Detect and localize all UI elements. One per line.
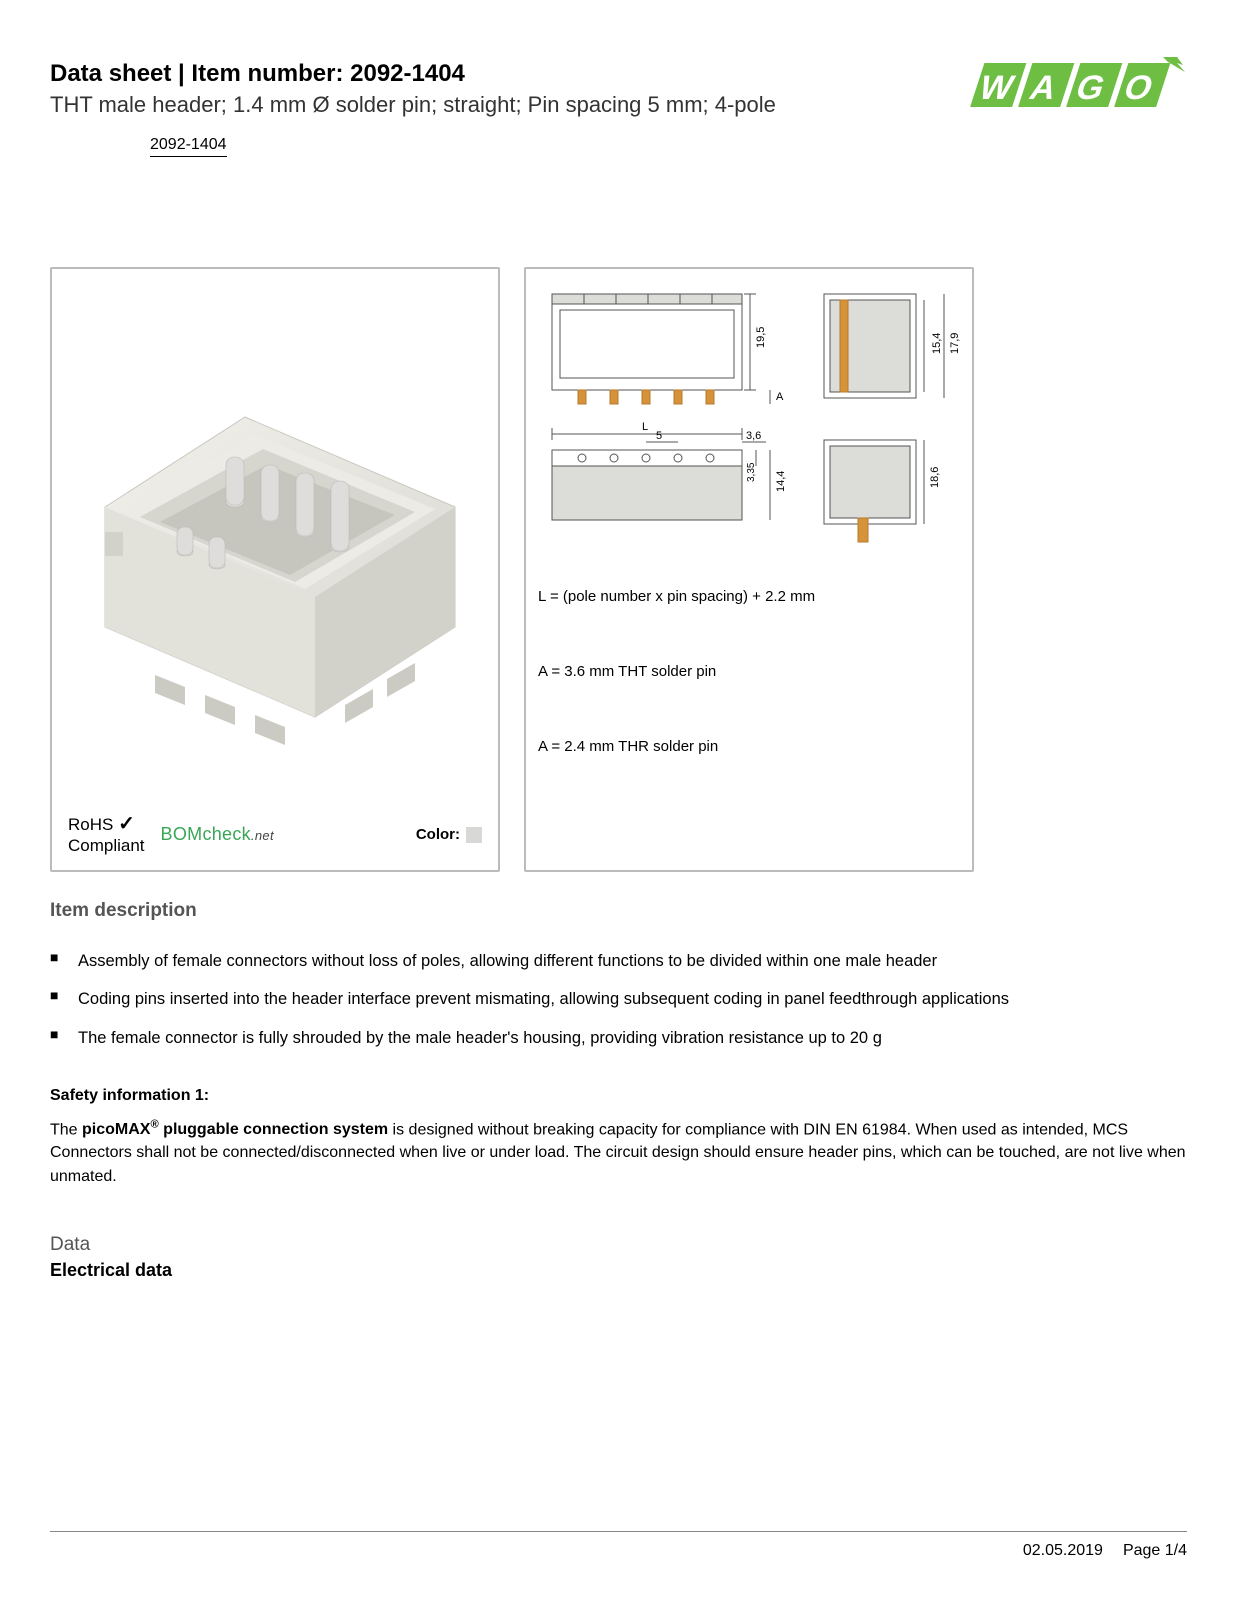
safety-bold: picoMAX — [82, 1121, 150, 1138]
bomcheck-text: BOMcheck — [161, 824, 251, 844]
item-description-heading: Item description — [50, 900, 1187, 922]
page-footer: 02.05.2019 Page 1/4 — [50, 1531, 1187, 1560]
bomcheck-suffix: .net — [251, 828, 274, 843]
color-text: Color: — [416, 826, 460, 843]
dim-17-9: 17,9 — [949, 333, 961, 354]
dim-L: L — [642, 421, 648, 433]
formula-L: L = (pole number x pin spacing) + 2.2 mm — [538, 588, 960, 605]
dim-19-5: 19,5 — [755, 327, 767, 348]
dim-edge: 3,6 — [746, 430, 761, 442]
wago-logo: W A G O — [957, 55, 1187, 120]
part-number-link[interactable]: 2092-1404 — [150, 136, 227, 157]
feature-list: Assembly of female connectors without lo… — [50, 950, 1187, 1049]
subtitle: THT male header; 1.4 mm Ø solder pin; st… — [50, 92, 776, 118]
data-heading: Data — [50, 1234, 1187, 1256]
safety-body: The picoMAX® pluggable connection system… — [50, 1117, 1187, 1188]
product-render — [60, 277, 490, 807]
dim-14-4: 14,4 — [775, 471, 787, 492]
safety-heading: Safety information 1: — [50, 1087, 1187, 1105]
bomcheck-badge: BOMcheck.net — [161, 824, 274, 845]
dim-pitch: 5 — [656, 430, 662, 442]
rohs-label: RoHS — [68, 815, 113, 834]
safety-pre: The — [50, 1121, 82, 1138]
feature-item: Assembly of female connectors without lo… — [78, 950, 1187, 972]
formula-A-tht: A = 3.6 mm THT solder pin — [538, 663, 960, 680]
color-swatch — [466, 827, 482, 843]
registered-icon: ® — [150, 1119, 158, 1131]
dim-18-6: 18,6 — [929, 467, 941, 488]
feature-item: The female connector is fully shrouded b… — [78, 1027, 1187, 1049]
feature-item: Coding pins inserted into the header int… — [78, 988, 1187, 1010]
technical-drawing: 19,5 A 15,4 17,9 — [534, 277, 964, 557]
drawing-panel: 19,5 A 15,4 17,9 — [524, 267, 974, 872]
image-panels: RoHS ✓ Compliant BOMcheck.net Color: — [50, 267, 1187, 872]
electrical-heading: Electrical data — [50, 1260, 1187, 1281]
rohs-badge: RoHS ✓ Compliant — [68, 813, 145, 856]
product-image-panel: RoHS ✓ Compliant BOMcheck.net Color: — [50, 267, 500, 872]
formula-A-thr: A = 2.4 mm THR solder pin — [538, 738, 960, 755]
color-indicator: Color: — [416, 826, 482, 843]
dim-15-4: 15,4 — [931, 333, 943, 354]
formula-block: L = (pole number x pin spacing) + 2.2 mm… — [534, 582, 964, 767]
header-text-block: Data sheet | Item number: 2092-1404 THT … — [50, 60, 776, 157]
title: Data sheet | Item number: 2092-1404 — [50, 60, 776, 88]
footer-page: Page 1/4 — [1123, 1542, 1187, 1560]
title-item-number: 2092-1404 — [350, 60, 465, 87]
dim-3-35: 3,35 — [746, 462, 757, 482]
safety-bold2: pluggable connection system — [159, 1121, 388, 1138]
dim-A: A — [776, 391, 784, 403]
title-prefix: Data sheet | Item number: — [50, 60, 350, 87]
page-header: Data sheet | Item number: 2092-1404 THT … — [50, 60, 1187, 157]
rohs-compliant: Compliant — [68, 836, 145, 855]
badges-row: RoHS ✓ Compliant BOMcheck.net Color: — [60, 807, 490, 862]
footer-date: 02.05.2019 — [1023, 1542, 1103, 1560]
check-icon: ✓ — [118, 813, 135, 835]
